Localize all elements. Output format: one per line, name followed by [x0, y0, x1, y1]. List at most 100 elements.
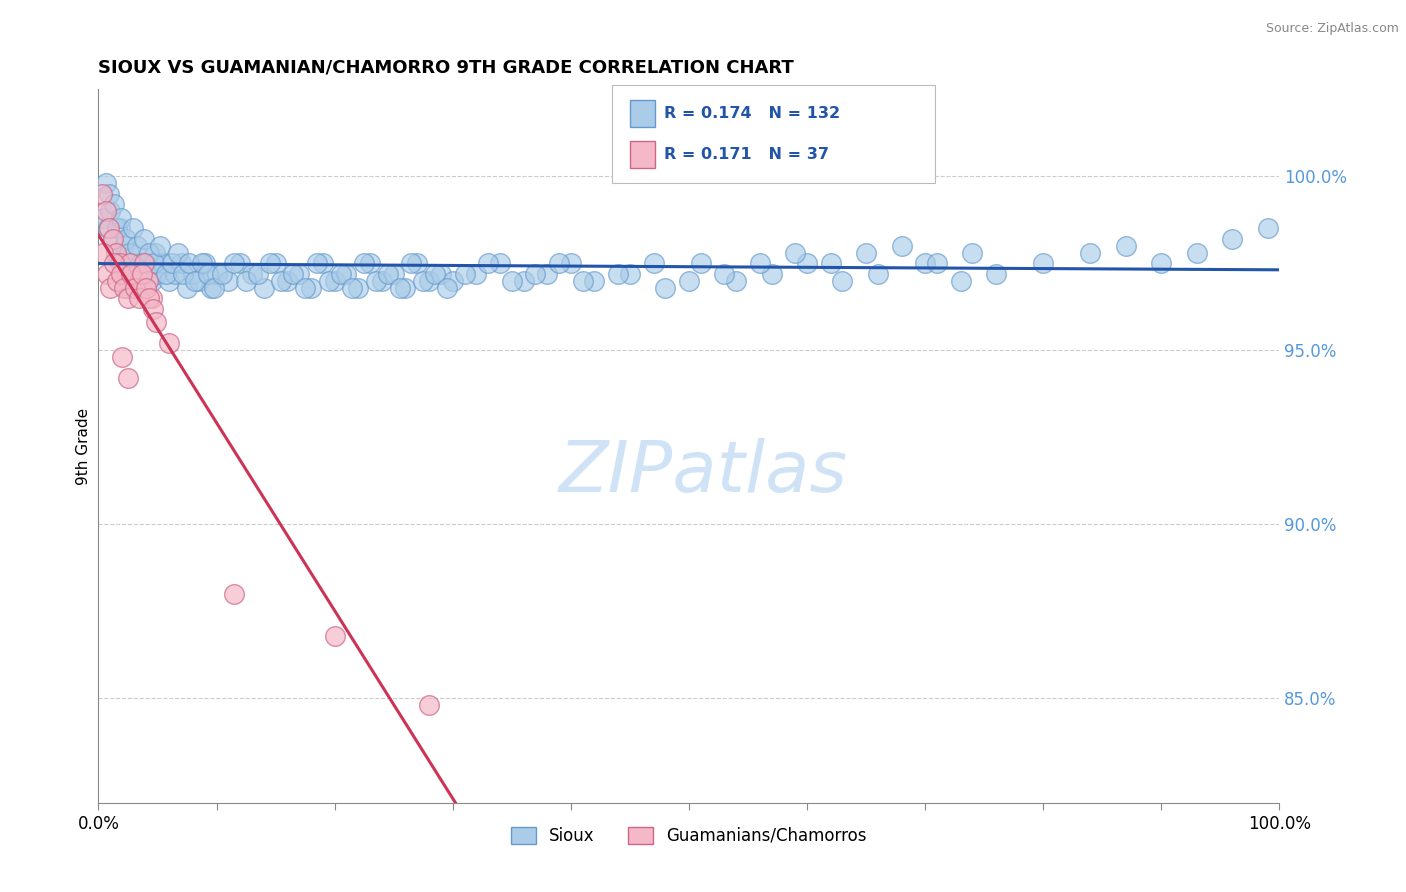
- Point: [138, 291, 160, 305]
- Point: [748, 256, 770, 270]
- Point: [217, 274, 239, 288]
- Point: [329, 267, 352, 281]
- Point: [142, 256, 165, 270]
- Point: [689, 256, 711, 270]
- Point: [335, 267, 357, 281]
- Point: [246, 267, 269, 281]
- Point: [172, 267, 194, 281]
- Point: [713, 267, 735, 281]
- Point: [135, 280, 157, 294]
- Point: [925, 256, 948, 270]
- Point: [91, 245, 114, 260]
- Point: [122, 256, 145, 270]
- Point: [359, 256, 381, 270]
- Point: [678, 274, 700, 288]
- Point: [103, 197, 125, 211]
- Point: [382, 267, 405, 281]
- Point: [129, 256, 152, 270]
- Point: [477, 256, 499, 270]
- Point: [101, 232, 124, 246]
- Point: [200, 280, 222, 294]
- Point: [98, 221, 121, 235]
- Point: [548, 256, 571, 270]
- Point: [94, 204, 117, 219]
- Point: [91, 186, 114, 201]
- Point: [112, 280, 135, 294]
- Point: [377, 267, 399, 281]
- Point: [157, 274, 180, 288]
- Point: [127, 267, 149, 281]
- Point: [110, 211, 132, 225]
- Point: [149, 239, 172, 253]
- Point: [146, 267, 169, 281]
- Point: [205, 267, 228, 281]
- Point: [187, 274, 209, 288]
- Point: [1257, 221, 1279, 235]
- Point: [160, 256, 183, 270]
- Point: [115, 280, 138, 294]
- Point: [117, 371, 139, 385]
- Point: [105, 274, 128, 288]
- Point: [253, 280, 276, 294]
- Point: [165, 267, 187, 281]
- Point: [111, 350, 134, 364]
- Text: R = 0.171   N = 37: R = 0.171 N = 37: [664, 147, 828, 161]
- Point: [796, 256, 818, 270]
- Point: [423, 267, 446, 281]
- Point: [1220, 232, 1243, 246]
- Point: [536, 267, 558, 281]
- Point: [761, 267, 783, 281]
- Point: [394, 280, 416, 294]
- Point: [347, 280, 370, 294]
- Point: [224, 256, 246, 270]
- Point: [110, 267, 132, 281]
- Point: [101, 232, 124, 246]
- Point: [949, 274, 972, 288]
- Point: [654, 280, 676, 294]
- Legend: Sioux, Guamanians/Chamorros: Sioux, Guamanians/Chamorros: [505, 820, 873, 852]
- Point: [118, 245, 141, 260]
- Point: [111, 256, 134, 270]
- Point: [353, 256, 375, 270]
- Point: [117, 267, 139, 281]
- Point: [108, 221, 131, 235]
- Point: [105, 245, 128, 260]
- Point: [98, 186, 121, 201]
- Point: [560, 256, 582, 270]
- Point: [418, 698, 440, 713]
- Point: [128, 291, 150, 305]
- Point: [105, 221, 128, 235]
- Point: [134, 232, 156, 246]
- Point: [453, 267, 475, 281]
- Point: [125, 274, 148, 288]
- Point: [229, 256, 252, 270]
- Point: [152, 256, 174, 270]
- Point: [143, 245, 166, 260]
- Point: [197, 267, 219, 281]
- Point: [583, 274, 606, 288]
- Point: [138, 245, 160, 260]
- Point: [318, 274, 340, 288]
- Point: [157, 336, 180, 351]
- Point: [501, 274, 523, 288]
- Point: [406, 256, 429, 270]
- Point: [211, 267, 233, 281]
- Point: [141, 291, 163, 305]
- Point: [1080, 245, 1102, 260]
- Point: [294, 280, 316, 294]
- Point: [283, 267, 305, 281]
- Point: [135, 256, 157, 270]
- Point: [127, 239, 149, 253]
- Point: [117, 291, 139, 305]
- Point: [194, 256, 217, 270]
- Point: [436, 280, 458, 294]
- Point: [235, 274, 257, 288]
- Point: [441, 274, 464, 288]
- Point: [866, 267, 889, 281]
- Point: [120, 256, 142, 270]
- Point: [855, 245, 877, 260]
- Point: [93, 211, 115, 225]
- Point: [401, 256, 423, 270]
- Point: [128, 267, 150, 281]
- Point: [103, 256, 125, 270]
